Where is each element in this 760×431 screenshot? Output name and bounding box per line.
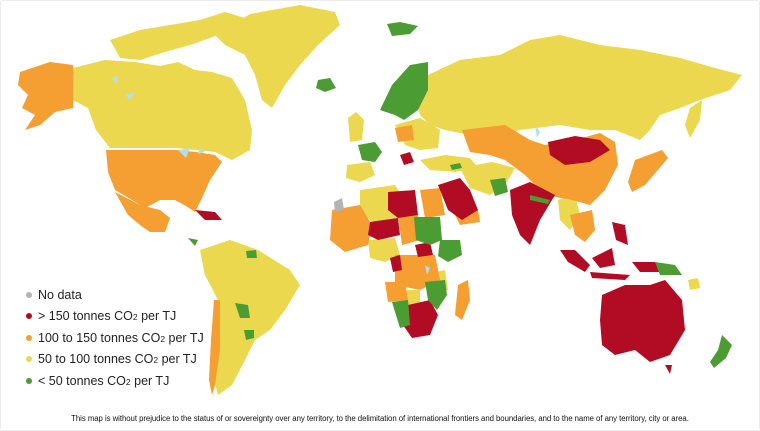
legend-dot-icon xyxy=(26,313,32,320)
legend-item-no-data: No data xyxy=(26,284,204,306)
legend-label-sub: 2 xyxy=(132,312,138,323)
legend-dot-icon xyxy=(26,356,32,363)
legend-label: > 150 tonnes CO xyxy=(38,309,133,324)
legend-label: 50 to 100 tonnes CO xyxy=(38,352,154,367)
legend-item-50to100: 50 to 100 tonnes CO 2 per TJ xyxy=(26,349,204,371)
lakes xyxy=(112,76,540,275)
legend-dot-icon xyxy=(26,334,32,341)
legend-item-lt50: < 50 tonnes CO 2 per TJ xyxy=(26,370,204,392)
legend-dot-icon xyxy=(26,291,32,298)
legend-item-gt150: > 150 tonnes CO 2 per TJ xyxy=(26,306,204,328)
legend-label: No data xyxy=(38,287,82,302)
disclaimer-footnote: This map is without prejudice to the sta… xyxy=(71,414,689,423)
legend-dot-icon xyxy=(26,377,32,384)
region-no-data xyxy=(334,198,344,212)
region-lt50 xyxy=(188,22,732,368)
legend-label-post: per TJ xyxy=(137,309,177,324)
legend-item-100to150: 100 to 150 tonnes CO 2 per TJ xyxy=(26,327,204,349)
legend-label: < 50 tonnes CO xyxy=(38,373,126,388)
legend-label-post: per TJ xyxy=(158,352,197,367)
legend: No data > 150 tonnes CO 2 per TJ 100 to 1… xyxy=(26,284,204,392)
legend-label-sub: 2 xyxy=(153,355,159,366)
legend-label: 100 to 150 tonnes CO xyxy=(38,330,161,345)
legend-label-post: per TJ xyxy=(130,373,170,388)
legend-label-post: per TJ xyxy=(165,330,204,345)
legend-label-sub: 2 xyxy=(160,333,166,344)
legend-label-sub: 2 xyxy=(125,376,131,387)
region-gt150 xyxy=(195,136,685,374)
